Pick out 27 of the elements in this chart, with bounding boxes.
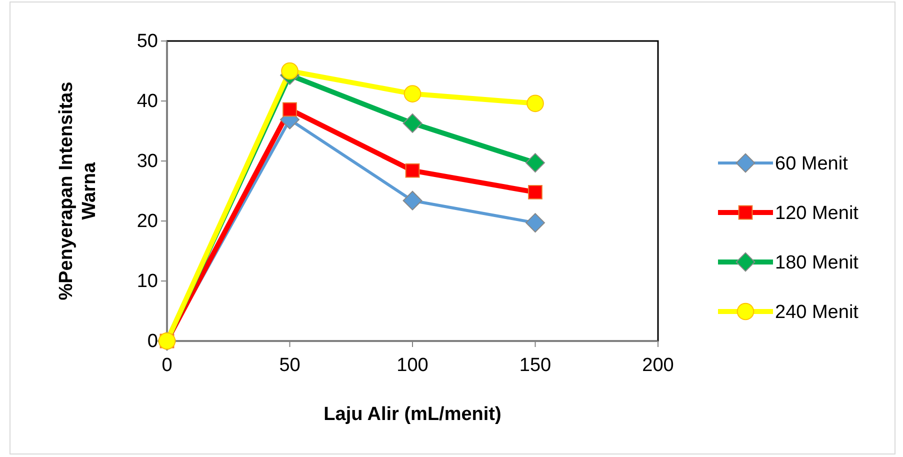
y-tick-label: 10 (136, 271, 158, 292)
x-tick-label: 50 (279, 354, 300, 376)
point (282, 102, 297, 117)
y-tick-label: 20 (136, 211, 158, 232)
point (402, 113, 422, 133)
legend-label: 180 Menit (775, 252, 860, 274)
x-tick-label: 100 (396, 354, 428, 376)
y-tick-label: 0 (147, 331, 158, 352)
legend-label: 240 Menit (775, 302, 860, 324)
y-tick-label: 40 (136, 91, 158, 112)
y-tick-label: 50 (136, 31, 158, 52)
point (526, 94, 544, 112)
x-tick-label: 150 (519, 354, 552, 376)
x-tick-label: 0 (162, 354, 172, 376)
point (402, 190, 422, 210)
point (526, 153, 545, 173)
point (528, 184, 542, 200)
point (281, 62, 298, 80)
point (405, 163, 420, 178)
point (404, 85, 422, 102)
x-tick-label: 200 (642, 354, 674, 376)
point (526, 213, 545, 233)
y-axis-title: %Penyerapan Intensitas Warna (56, 82, 100, 300)
x-axis-title: Laju Alir (mL/menit) (324, 404, 502, 425)
legend-label: 60 Menit (775, 154, 849, 175)
y-tick-label: 30 (136, 151, 158, 172)
legend-label: 120 Menit (775, 203, 860, 224)
